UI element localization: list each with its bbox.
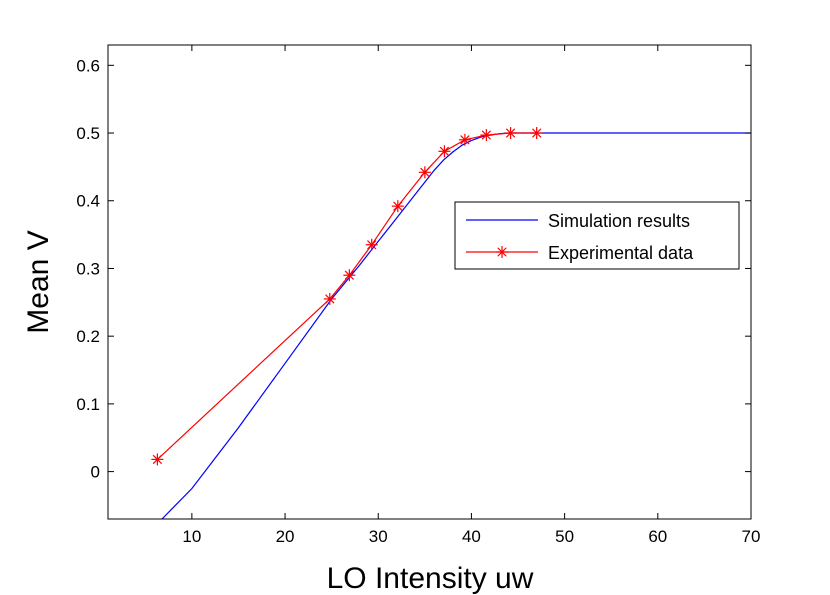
y-tick-label: 0.6 [76,56,100,75]
y-tick-label: 0 [91,463,100,482]
plot-area [108,45,751,519]
data-point-asterisk [504,127,517,140]
y-tick-label: 0.4 [76,192,100,211]
data-point-asterisk [458,133,471,146]
x-tick-label: 40 [462,527,481,546]
x-tick-label: 10 [182,527,201,546]
data-point-asterisk [323,292,336,305]
data-point-asterisk [391,200,404,213]
y-axis: 0 0.1 0.2 0.3 0.4 0.5 0.6 [76,56,751,482]
legend: Simulation results Experimental data [454,201,740,270]
y-tick-label: 0.5 [76,124,100,143]
legend-label-experimental: Experimental data [548,243,694,263]
data-point-asterisk [151,453,164,466]
x-axis: 10 20 30 40 50 60 70 [182,45,760,546]
y-tick-label: 0.1 [76,395,100,414]
legend-label-simulation: Simulation results [548,211,690,231]
x-tick-label: 50 [555,527,574,546]
series-layer [151,127,751,520]
x-axis-label: LO Intensity uw [327,562,534,595]
x-tick-label: 30 [369,527,388,546]
data-point-asterisk [438,145,451,158]
data-point-asterisk [343,269,356,282]
x-tick-label: 20 [276,527,295,546]
y-tick-label: 0.3 [76,259,100,278]
plot-frame [107,44,752,520]
y-tick-label: 0.2 [76,327,100,346]
data-point-asterisk [365,238,378,251]
x-tick-label: 70 [742,527,761,546]
y-axis-label: Mean V [22,230,55,333]
data-point-asterisk [530,127,543,140]
data-point-asterisk [418,166,431,179]
data-point-asterisk [480,129,493,142]
legend-marker-experimental [496,246,508,258]
data-point-asterisk [496,246,508,258]
x-tick-label: 60 [648,527,667,546]
